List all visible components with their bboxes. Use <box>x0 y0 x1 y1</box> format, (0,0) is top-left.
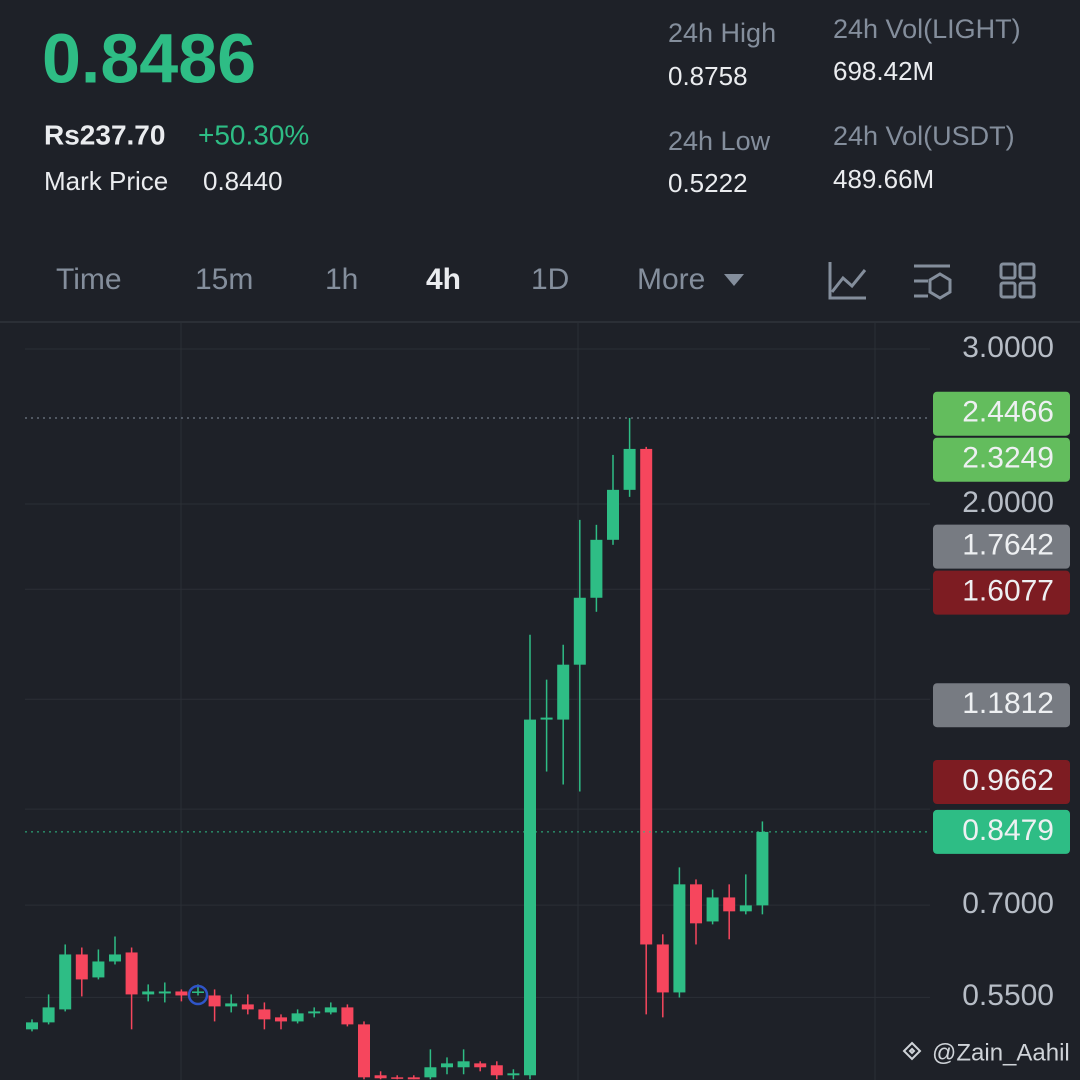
candle-body <box>92 961 105 978</box>
price-tag-label: 0.8479 <box>962 814 1054 847</box>
candle-body <box>324 1007 337 1013</box>
indicator-icon[interactable] <box>914 264 950 298</box>
grid-icon[interactable] <box>999 262 1017 280</box>
candle-body <box>208 995 221 1007</box>
candle-body <box>225 1003 238 1007</box>
candle-body <box>690 884 702 924</box>
tab[interactable]: More <box>637 263 705 296</box>
dropdown-arrow <box>724 274 744 286</box>
chart-icon[interactable] <box>828 262 867 300</box>
candle-body <box>656 944 669 993</box>
candle-body <box>175 991 188 996</box>
candle-body <box>42 1007 55 1023</box>
candle-body <box>507 1073 520 1076</box>
stat-value: 489.66M <box>833 164 934 194</box>
candle-body <box>524 719 536 1076</box>
candle-body <box>275 1017 287 1022</box>
candle-body <box>673 884 686 993</box>
candle-body <box>391 1077 404 1079</box>
price-tag <box>933 437 1070 482</box>
candle-body <box>358 1024 370 1078</box>
candle-body <box>407 1077 420 1080</box>
tab[interactable]: 1D <box>531 263 569 296</box>
candle-body <box>441 1063 453 1068</box>
stat-label: 24h Vol(USDT) <box>833 121 1015 151</box>
candle-body <box>258 1009 271 1020</box>
price-tag-label: 0.9662 <box>962 764 1054 797</box>
candle-body <box>424 1067 437 1078</box>
price-tag-label: 1.6077 <box>962 575 1054 608</box>
candle-body <box>125 952 138 995</box>
candle-body <box>192 991 204 993</box>
y-tick-label: 3.0000 <box>962 331 1054 364</box>
stat-value: 698.42M <box>833 56 934 86</box>
candle-body <box>540 717 553 720</box>
candle-body <box>573 597 586 665</box>
watermark: @Zain_Aahil <box>932 1039 1070 1066</box>
candle-body <box>640 448 653 945</box>
candle-body <box>291 1013 304 1022</box>
stat-label: 24h High <box>668 18 776 48</box>
fiat-price: Rs237.70 <box>44 119 165 150</box>
grid-icon-cell <box>1018 262 1036 280</box>
price-tag-label: 1.1812 <box>962 687 1054 720</box>
watermark-logo <box>902 1041 922 1061</box>
stat-value: 0.5222 <box>668 168 748 198</box>
candle-body <box>706 897 719 922</box>
price-tag <box>933 570 1070 615</box>
grid-icon-cell <box>999 281 1017 299</box>
tab[interactable]: 4h <box>426 263 461 296</box>
candle-body <box>457 1061 470 1068</box>
tab[interactable]: Time <box>56 263 122 296</box>
stat-label: 24h Vol(LIGHT) <box>833 14 1021 44</box>
chart: 3.0000 2.0000 0.7000 0.5500 2.4466 2.3249 1.76… <box>25 331 1070 1080</box>
candle-body <box>308 1011 321 1014</box>
candle-body <box>607 489 619 540</box>
price-tag <box>933 683 1070 728</box>
tab[interactable]: 1h <box>325 263 358 296</box>
candle-body <box>557 664 570 720</box>
price-tag-label: 2.4466 <box>962 396 1054 429</box>
stat-value: 0.8758 <box>668 61 748 91</box>
marker <box>187 984 209 1006</box>
price-tag-label: 1.7642 <box>962 529 1054 562</box>
candle-body <box>75 954 88 980</box>
price-tag-label: 2.3249 <box>962 442 1054 475</box>
candle-body <box>474 1063 487 1068</box>
price-tag <box>933 760 1070 805</box>
mark-price: 0.8440 <box>203 166 283 196</box>
price-tag <box>933 809 1070 854</box>
y-tick-label: 2.0000 <box>962 486 1054 519</box>
candle-body <box>590 539 603 598</box>
candle-body <box>756 831 769 906</box>
price-change: +50.30% <box>198 119 309 150</box>
price-tag <box>933 524 1070 569</box>
mark-label: Mark Price <box>44 166 168 196</box>
candle-body <box>59 954 72 1010</box>
indicator-icon-hex <box>928 272 952 300</box>
candle-body <box>723 897 736 912</box>
candle-body <box>739 905 752 912</box>
y-tick-label: 0.7000 <box>962 887 1054 920</box>
candle-body <box>142 991 155 995</box>
tab[interactable]: 15m <box>195 263 253 296</box>
last-price: 0.8486 <box>42 19 256 97</box>
tab-bar: Time 15m 1h 4h 1D More <box>56 263 705 296</box>
y-tick-label: 0.5500 <box>962 979 1054 1012</box>
candle-body <box>374 1075 387 1079</box>
price-tag <box>933 391 1070 436</box>
candle-body <box>490 1065 503 1076</box>
candle-body <box>109 954 121 962</box>
grid-icon-cell <box>1018 281 1036 299</box>
stat-label: 24h Low <box>668 126 771 156</box>
candle-body <box>341 1007 354 1025</box>
candle-body <box>623 448 636 490</box>
candle-body <box>26 1022 38 1030</box>
candle-body <box>241 1004 254 1010</box>
toolbar-icons <box>828 262 1036 300</box>
candle-body <box>158 991 171 994</box>
